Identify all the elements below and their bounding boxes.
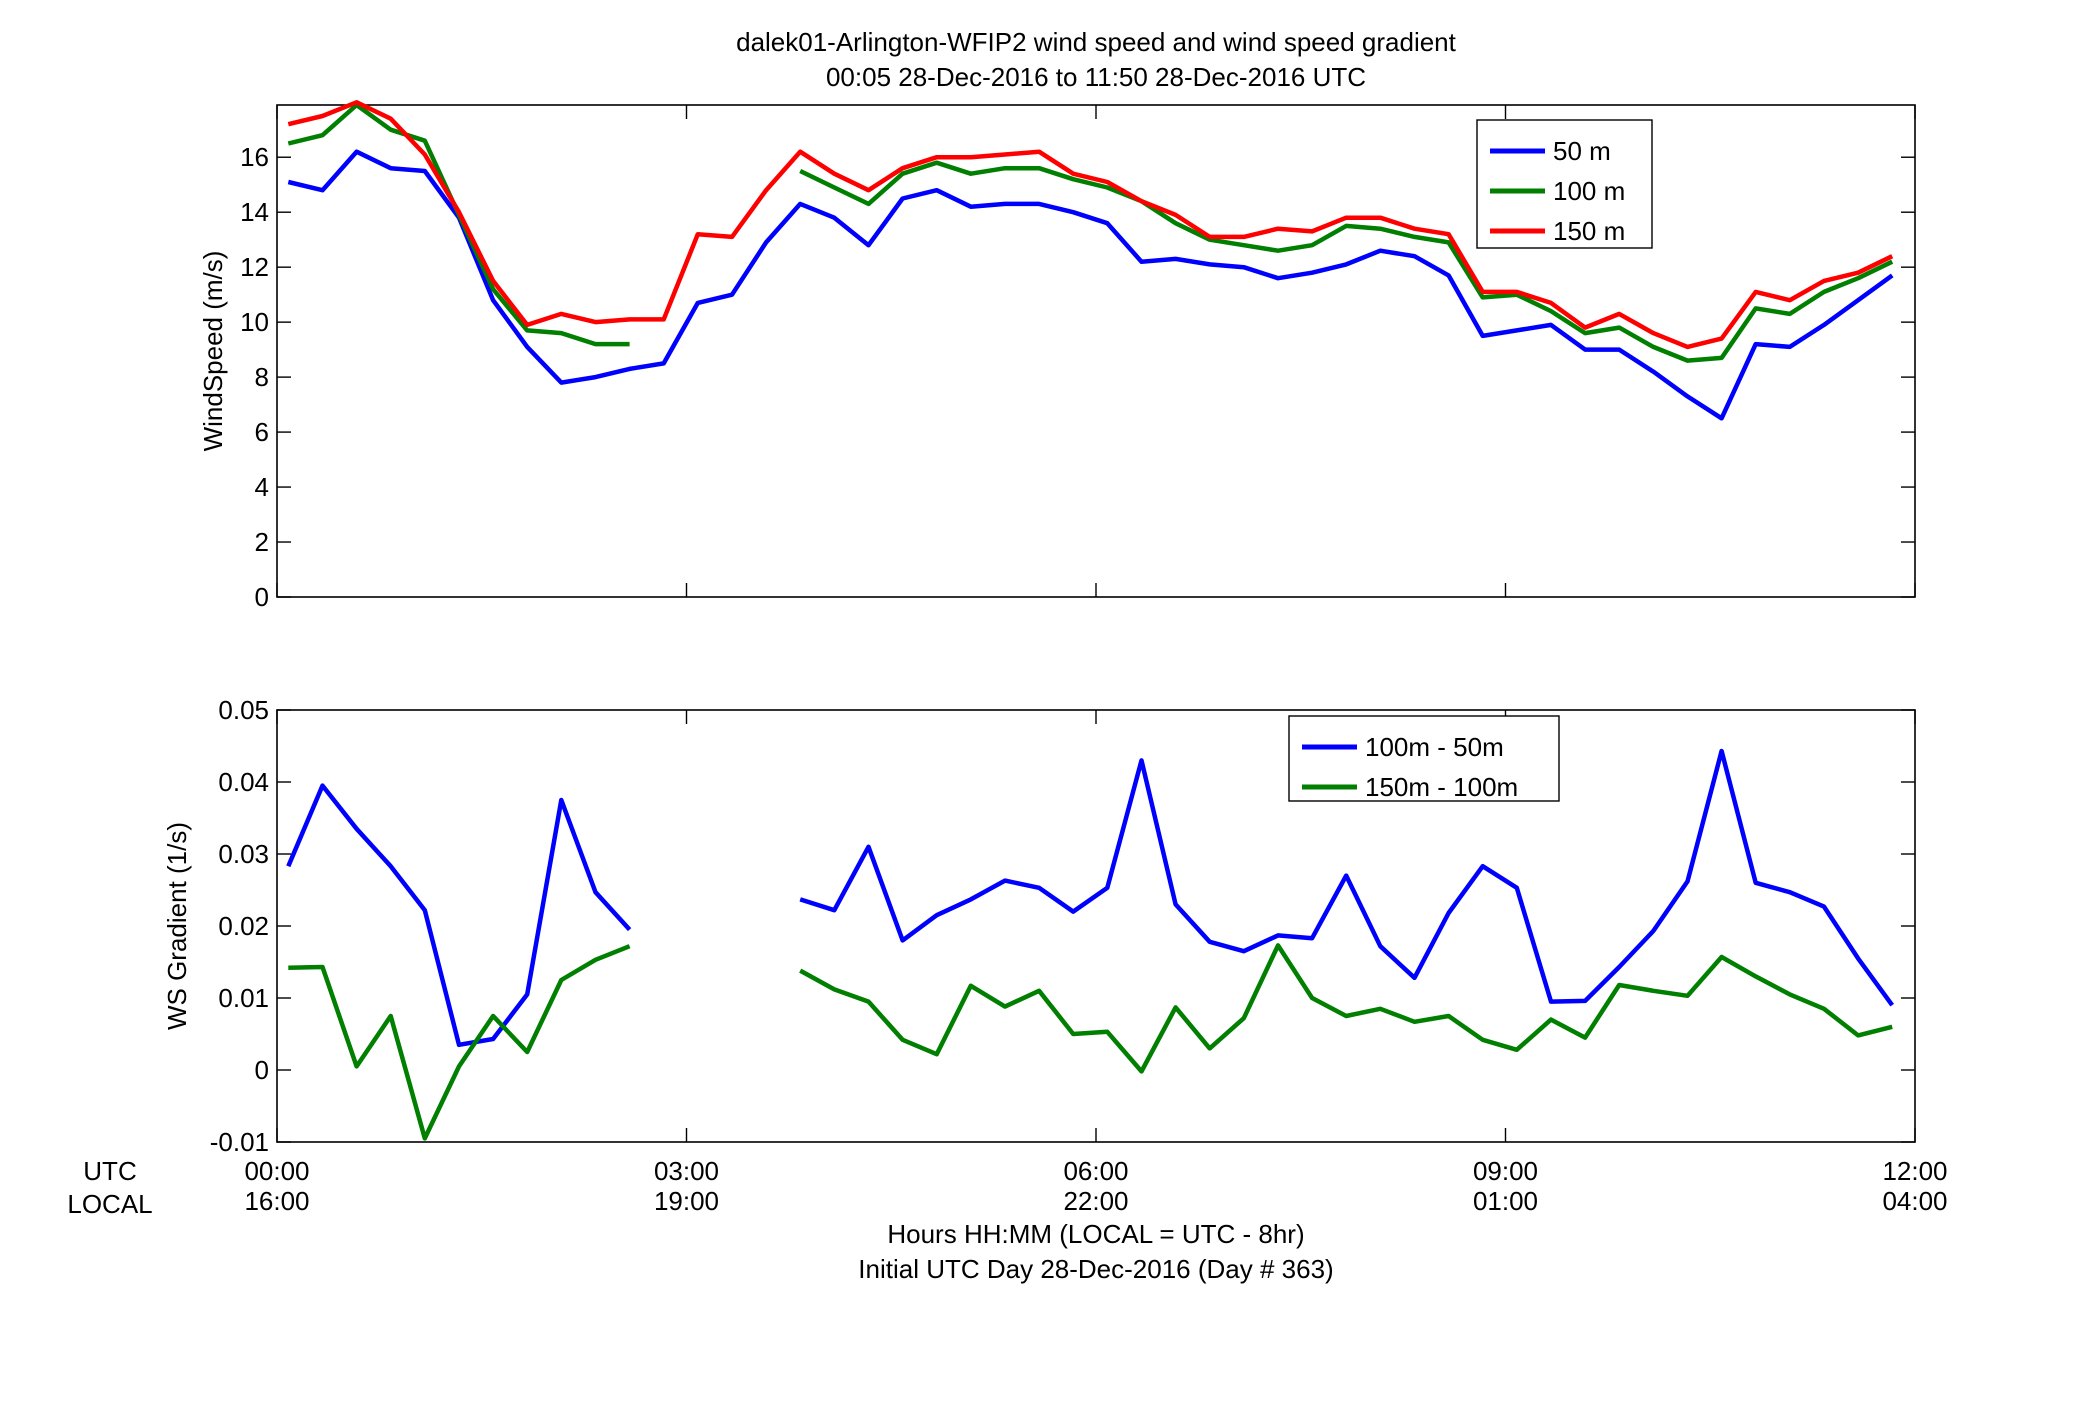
x-tick-label-local: 22:00 bbox=[1063, 1186, 1128, 1216]
legend-box bbox=[1476, 119, 1653, 249]
y-tick-label: 0 bbox=[255, 582, 269, 612]
series-line-150m-100m bbox=[288, 944, 631, 1141]
series-line-100m-50m bbox=[799, 748, 1895, 1007]
legend-label: 100 m bbox=[1553, 176, 1625, 206]
legend-label: 150 m bbox=[1553, 216, 1625, 246]
windspeed-ylabel: WindSpeed (m/s) bbox=[198, 251, 228, 452]
legend-label: 50 m bbox=[1553, 136, 1611, 166]
chart-title-line1: dalek01-Arlington-WFIP2 wind speed and w… bbox=[736, 27, 1457, 57]
legend-label: 100m - 50m bbox=[1365, 732, 1504, 762]
y-tick-label: 14 bbox=[240, 197, 269, 227]
windspeed-lines bbox=[287, 100, 1894, 421]
utc-row-label: UTC bbox=[83, 1156, 136, 1186]
x-tick-label-local: 16:00 bbox=[244, 1186, 309, 1216]
x-tick-label-utc: 09:00 bbox=[1473, 1156, 1538, 1186]
x-axis-label-line2: Initial UTC Day 28-Dec-2016 (Day # 363) bbox=[858, 1254, 1333, 1284]
windspeed-ticks: 0 2 4 6 8 10 12 14 16 bbox=[240, 105, 1916, 612]
windspeed-panel: 0 2 4 6 8 10 12 14 16 WindSpeed (m/s) 50 m 100 m 1… bbox=[198, 100, 1916, 612]
y-tick-label: 0.05 bbox=[218, 695, 269, 725]
y-tick-label: 0.01 bbox=[218, 983, 269, 1013]
x-axis-label-line1: Hours HH:MM (LOCAL = UTC - 8hr) bbox=[887, 1219, 1304, 1249]
y-tick-label: 8 bbox=[255, 362, 269, 392]
x-tick-label-utc: 00:00 bbox=[244, 1156, 309, 1186]
y-tick-label: 0.03 bbox=[218, 839, 269, 869]
y-tick-label: 2 bbox=[255, 527, 269, 557]
chart-title-line2: 00:05 28-Dec-2016 to 11:50 28-Dec-2016 U… bbox=[826, 62, 1366, 92]
y-tick-label: 0.04 bbox=[218, 767, 269, 797]
series-line-100m-50m bbox=[286, 783, 632, 1048]
y-tick-label: 10 bbox=[240, 307, 269, 337]
x-tick-label-utc: 12:00 bbox=[1882, 1156, 1947, 1186]
y-tick-label: -0.01 bbox=[210, 1127, 269, 1157]
x-tick-label-local: 04:00 bbox=[1882, 1186, 1947, 1216]
y-tick-label: 4 bbox=[255, 472, 269, 502]
legend-label: 150m - 100m bbox=[1365, 772, 1518, 802]
x-tick-label-local: 19:00 bbox=[654, 1186, 719, 1216]
y-tick-label: 0.02 bbox=[218, 911, 269, 941]
gradient-lines bbox=[286, 748, 1895, 1141]
y-tick-label: 0 bbox=[255, 1055, 269, 1085]
x-tick-label-utc: 06:00 bbox=[1063, 1156, 1128, 1186]
gradient-legend: 100m - 50m 150m - 100m bbox=[1288, 715, 1560, 802]
gradient-ylabel: WS Gradient (1/s) bbox=[162, 822, 192, 1030]
series-line-150m-100m bbox=[799, 943, 1893, 1074]
series-line-50-m bbox=[287, 149, 1894, 421]
y-tick-label: 6 bbox=[255, 417, 269, 447]
gradient-axes-box bbox=[276, 709, 1916, 1143]
gradient-ticks: -0.01 0 0.01 0.02 0.03 0.04 0.05 bbox=[210, 695, 1916, 1157]
windspeed-legend: 50 m 100 m 150 m bbox=[1476, 119, 1653, 249]
y-tick-label: 16 bbox=[240, 142, 269, 172]
x-tick-label-utc: 03:00 bbox=[654, 1156, 719, 1186]
gradient-panel: -0.01 0 0.01 0.02 0.03 0.04 0.05 WS Gradient (… bbox=[162, 695, 1916, 1157]
series-line-100-m bbox=[799, 160, 1894, 363]
series-line-150-m bbox=[287, 100, 1894, 350]
y-tick-label: 12 bbox=[240, 252, 269, 282]
local-row-label: LOCAL bbox=[67, 1189, 152, 1219]
x-tick-label-local: 01:00 bbox=[1473, 1186, 1538, 1216]
